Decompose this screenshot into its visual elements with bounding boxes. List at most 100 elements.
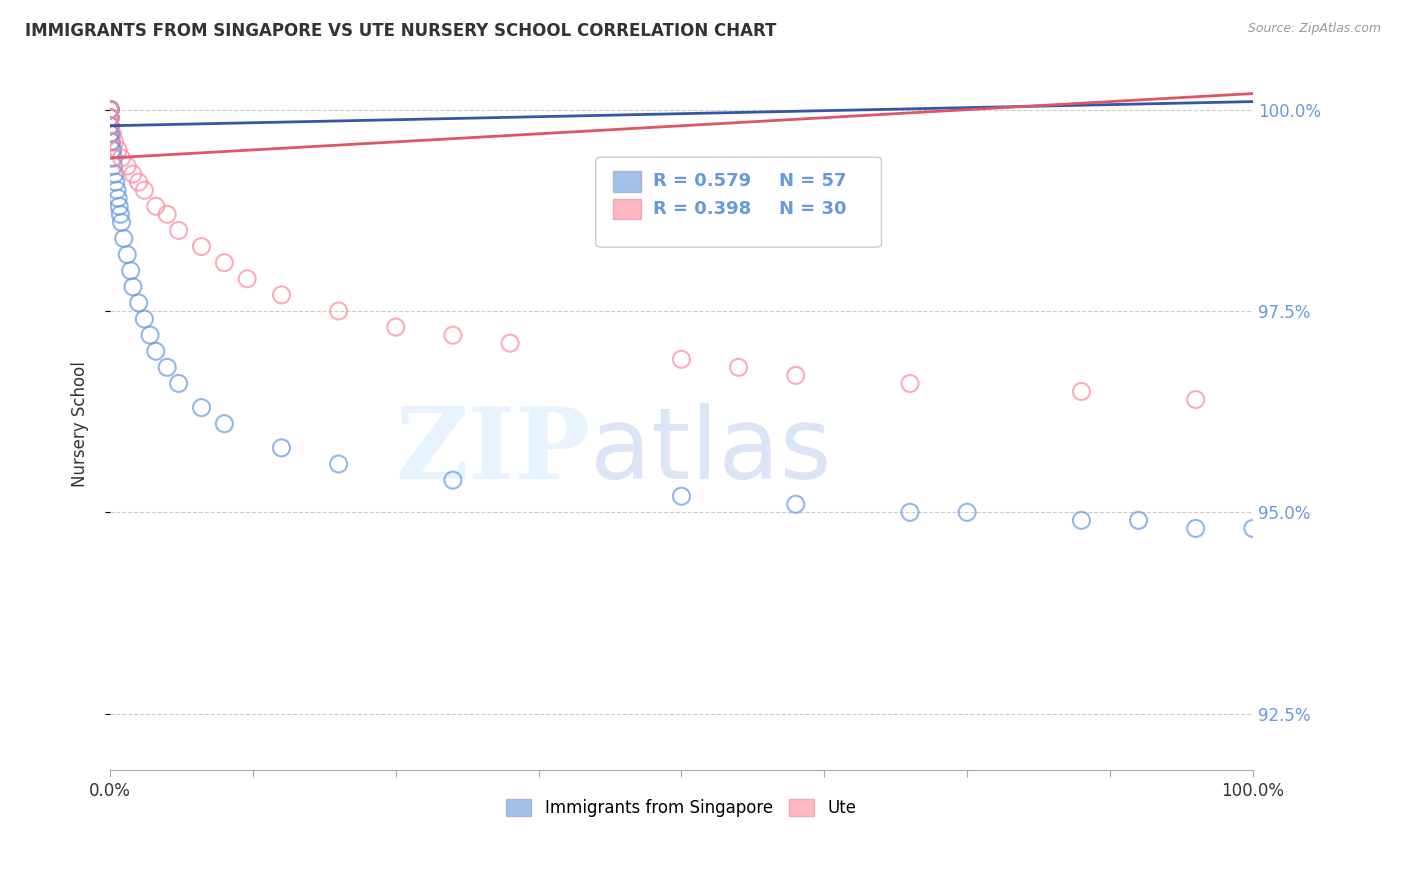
Point	[1241, 521, 1264, 535]
Point	[100, 135, 122, 149]
Point	[98, 103, 121, 117]
Point	[441, 473, 464, 487]
Point	[115, 247, 138, 261]
Point	[145, 344, 167, 359]
Point	[671, 489, 693, 503]
Point	[785, 368, 807, 383]
Point	[727, 360, 749, 375]
Point	[128, 175, 150, 189]
Text: atlas: atlas	[591, 403, 832, 500]
Point	[98, 103, 121, 117]
Point	[128, 296, 150, 310]
Point	[98, 103, 121, 117]
Point	[270, 441, 292, 455]
Point	[112, 231, 135, 245]
Point	[98, 103, 121, 117]
Point	[190, 239, 212, 253]
Text: ZIP: ZIP	[395, 403, 591, 500]
Point	[156, 207, 179, 221]
Text: R = 0.398: R = 0.398	[652, 200, 751, 218]
Point	[100, 135, 122, 149]
Point	[100, 127, 122, 141]
Point	[1184, 521, 1206, 535]
Point	[167, 223, 190, 237]
Point	[98, 103, 121, 117]
Point	[110, 215, 132, 229]
Point	[98, 103, 121, 117]
Point	[98, 103, 121, 117]
Point	[98, 119, 121, 133]
Point	[898, 376, 921, 391]
Point	[122, 167, 145, 181]
Point	[134, 312, 156, 326]
Point	[384, 320, 406, 334]
Text: Source: ZipAtlas.com: Source: ZipAtlas.com	[1247, 22, 1381, 36]
Point	[104, 135, 127, 149]
Point	[1070, 513, 1092, 527]
Point	[122, 280, 145, 294]
Point	[98, 119, 121, 133]
Point	[98, 127, 121, 141]
Point	[98, 119, 121, 133]
Point	[785, 497, 807, 511]
Point	[107, 191, 129, 205]
Point	[214, 417, 236, 431]
Point	[98, 127, 121, 141]
Point	[98, 111, 121, 125]
Point	[236, 272, 259, 286]
Point	[1070, 384, 1092, 399]
Point	[98, 119, 121, 133]
Point	[98, 119, 121, 133]
Point	[108, 199, 131, 213]
Point	[134, 183, 156, 197]
Point	[190, 401, 212, 415]
Point	[98, 111, 121, 125]
Point	[145, 199, 167, 213]
Point	[115, 159, 138, 173]
Point	[1128, 513, 1150, 527]
Text: R = 0.579: R = 0.579	[652, 172, 751, 190]
Point	[898, 505, 921, 519]
Point	[167, 376, 190, 391]
Text: N = 57: N = 57	[779, 172, 846, 190]
Point	[270, 288, 292, 302]
Point	[139, 328, 162, 343]
Point	[499, 336, 522, 351]
Point	[671, 352, 693, 367]
FancyBboxPatch shape	[596, 157, 882, 247]
Point	[98, 103, 121, 117]
Point	[110, 207, 132, 221]
Point	[1184, 392, 1206, 407]
Point	[98, 111, 121, 125]
Point	[98, 103, 121, 117]
Point	[328, 304, 350, 318]
Y-axis label: Nursery School: Nursery School	[72, 360, 89, 487]
Point	[104, 167, 127, 181]
Point	[103, 151, 125, 165]
Point	[441, 328, 464, 343]
Point	[105, 183, 128, 197]
Point	[101, 143, 124, 157]
Legend: Immigrants from Singapore, Ute: Immigrants from Singapore, Ute	[499, 792, 863, 824]
Point	[98, 103, 121, 117]
FancyBboxPatch shape	[613, 171, 641, 192]
Text: IMMIGRANTS FROM SINGAPORE VS UTE NURSERY SCHOOL CORRELATION CHART: IMMIGRANTS FROM SINGAPORE VS UTE NURSERY…	[25, 22, 776, 40]
Point	[101, 127, 124, 141]
Point	[110, 151, 132, 165]
Point	[98, 103, 121, 117]
Point	[103, 159, 125, 173]
Point	[104, 175, 127, 189]
Point	[98, 111, 121, 125]
Point	[98, 111, 121, 125]
Point	[98, 111, 121, 125]
Point	[214, 255, 236, 269]
Point	[956, 505, 979, 519]
Point	[156, 360, 179, 375]
Point	[328, 457, 350, 471]
Point	[107, 143, 129, 157]
Point	[98, 103, 121, 117]
Point	[101, 143, 124, 157]
Text: N = 30: N = 30	[779, 200, 846, 218]
Point	[120, 263, 142, 277]
FancyBboxPatch shape	[613, 199, 641, 219]
